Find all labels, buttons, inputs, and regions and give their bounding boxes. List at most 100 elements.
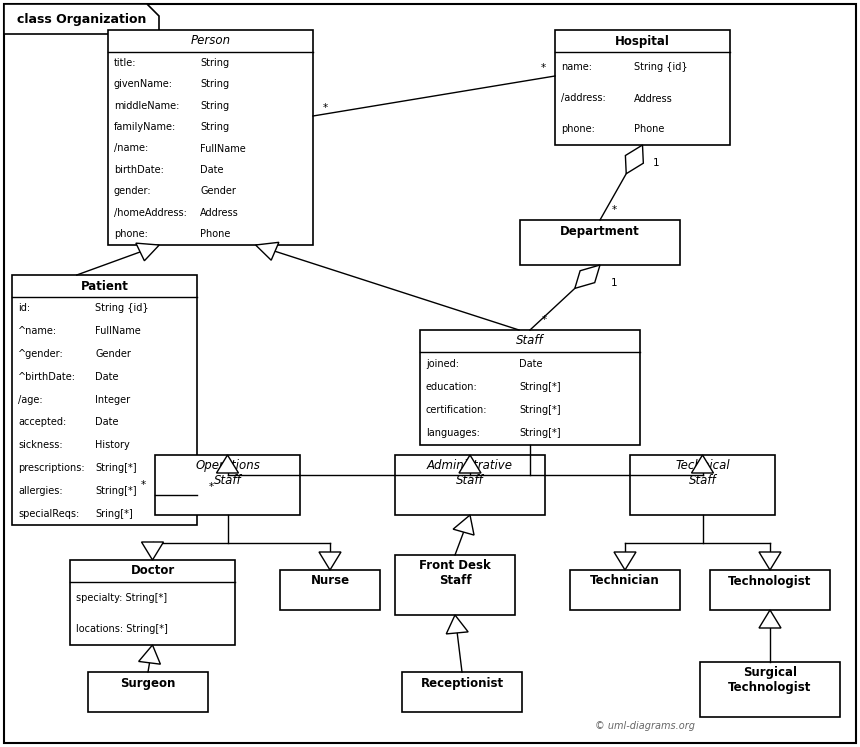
Polygon shape bbox=[136, 243, 159, 261]
Text: id:: id: bbox=[18, 303, 30, 314]
Text: Receptionist: Receptionist bbox=[421, 677, 504, 689]
Text: Date: Date bbox=[95, 418, 119, 427]
Polygon shape bbox=[142, 542, 163, 560]
Text: Hospital: Hospital bbox=[615, 34, 670, 48]
Text: String {id}: String {id} bbox=[634, 63, 687, 72]
Polygon shape bbox=[319, 552, 341, 570]
Text: certification:: certification: bbox=[426, 405, 488, 415]
Bar bbox=[520, 220, 680, 265]
Text: String {id}: String {id} bbox=[95, 303, 149, 314]
Bar bbox=[70, 560, 235, 645]
Text: *: * bbox=[140, 480, 145, 490]
Text: Surgeon: Surgeon bbox=[120, 677, 175, 689]
Bar bbox=[12, 275, 197, 525]
Text: History: History bbox=[95, 440, 130, 450]
Text: FullName: FullName bbox=[95, 326, 141, 336]
Text: ^gender:: ^gender: bbox=[18, 349, 64, 359]
Text: Phone: Phone bbox=[200, 229, 230, 239]
Polygon shape bbox=[453, 515, 474, 535]
Bar bbox=[88, 672, 208, 712]
Text: class Organization: class Organization bbox=[17, 13, 146, 25]
Text: ^birthDate:: ^birthDate: bbox=[18, 372, 76, 382]
Text: String: String bbox=[200, 122, 230, 132]
Bar bbox=[395, 555, 515, 615]
Text: String: String bbox=[200, 79, 230, 89]
Polygon shape bbox=[625, 145, 643, 174]
Polygon shape bbox=[217, 455, 238, 473]
Text: education:: education: bbox=[426, 382, 478, 392]
Bar bbox=[570, 570, 680, 610]
Text: String[*]: String[*] bbox=[519, 405, 561, 415]
Bar bbox=[700, 662, 840, 717]
Text: *: * bbox=[208, 482, 213, 492]
Text: Date: Date bbox=[519, 359, 543, 368]
Text: String: String bbox=[200, 101, 230, 111]
Text: sickness:: sickness: bbox=[18, 440, 63, 450]
Text: Nurse: Nurse bbox=[310, 574, 349, 587]
Text: /name:: /name: bbox=[114, 143, 148, 153]
Text: title:: title: bbox=[114, 58, 137, 68]
Text: Doctor: Doctor bbox=[131, 565, 175, 577]
Text: joined:: joined: bbox=[426, 359, 459, 368]
Polygon shape bbox=[614, 552, 636, 570]
Polygon shape bbox=[759, 610, 781, 628]
Text: Technical
Staff: Technical Staff bbox=[675, 459, 730, 487]
Bar bbox=[395, 455, 545, 515]
Polygon shape bbox=[759, 552, 781, 570]
Text: Address: Address bbox=[200, 208, 239, 218]
Text: Department: Department bbox=[560, 225, 640, 238]
Bar bbox=[710, 570, 830, 610]
Polygon shape bbox=[446, 615, 468, 634]
Text: languages:: languages: bbox=[426, 428, 480, 438]
Text: familyName:: familyName: bbox=[114, 122, 176, 132]
Text: Operations
Staff: Operations Staff bbox=[195, 459, 260, 487]
Text: Patient: Patient bbox=[81, 279, 128, 293]
Text: 1: 1 bbox=[654, 158, 660, 168]
Text: String[*]: String[*] bbox=[95, 486, 137, 496]
Text: name:: name: bbox=[561, 63, 592, 72]
Text: givenName:: givenName: bbox=[114, 79, 173, 89]
Bar bbox=[402, 672, 522, 712]
Text: String[*]: String[*] bbox=[519, 428, 561, 438]
Text: /homeAddress:: /homeAddress: bbox=[114, 208, 187, 218]
Bar bbox=[108, 30, 313, 245]
Text: specialty: String[*]: specialty: String[*] bbox=[76, 593, 167, 603]
Text: locations: String[*]: locations: String[*] bbox=[76, 624, 168, 634]
Text: *: * bbox=[322, 103, 328, 113]
Text: Phone: Phone bbox=[634, 125, 664, 134]
Text: ^name:: ^name: bbox=[18, 326, 57, 336]
Text: *: * bbox=[542, 315, 547, 325]
Bar bbox=[280, 570, 380, 610]
Text: gender:: gender: bbox=[114, 187, 151, 196]
Text: Date: Date bbox=[200, 165, 224, 175]
Polygon shape bbox=[459, 455, 481, 473]
Text: allergies:: allergies: bbox=[18, 486, 63, 496]
Text: prescriptions:: prescriptions: bbox=[18, 463, 84, 473]
Text: *: * bbox=[611, 205, 617, 215]
Text: Gender: Gender bbox=[200, 187, 237, 196]
Bar bbox=[155, 455, 300, 515]
Polygon shape bbox=[691, 455, 714, 473]
Polygon shape bbox=[574, 265, 600, 288]
Text: 1: 1 bbox=[611, 278, 617, 288]
Text: Surgical
Technologist: Surgical Technologist bbox=[728, 666, 812, 694]
Text: /age:: /age: bbox=[18, 394, 43, 405]
Polygon shape bbox=[138, 645, 161, 664]
Text: Gender: Gender bbox=[95, 349, 131, 359]
Text: phone:: phone: bbox=[561, 125, 595, 134]
Text: accepted:: accepted: bbox=[18, 418, 66, 427]
Text: String[*]: String[*] bbox=[519, 382, 561, 392]
Bar bbox=[420, 330, 640, 445]
Text: Integer: Integer bbox=[95, 394, 131, 405]
Text: phone:: phone: bbox=[114, 229, 148, 239]
Bar bbox=[555, 30, 730, 145]
Bar bbox=[630, 455, 775, 515]
Text: Technologist: Technologist bbox=[728, 574, 812, 587]
Text: specialReqs:: specialReqs: bbox=[18, 509, 79, 518]
Text: Front Desk
Staff: Front Desk Staff bbox=[419, 559, 491, 587]
Text: birthDate:: birthDate: bbox=[114, 165, 164, 175]
Text: Address: Address bbox=[634, 93, 673, 104]
Text: © uml-diagrams.org: © uml-diagrams.org bbox=[595, 721, 695, 731]
Text: Person: Person bbox=[190, 34, 230, 48]
Polygon shape bbox=[4, 4, 159, 34]
